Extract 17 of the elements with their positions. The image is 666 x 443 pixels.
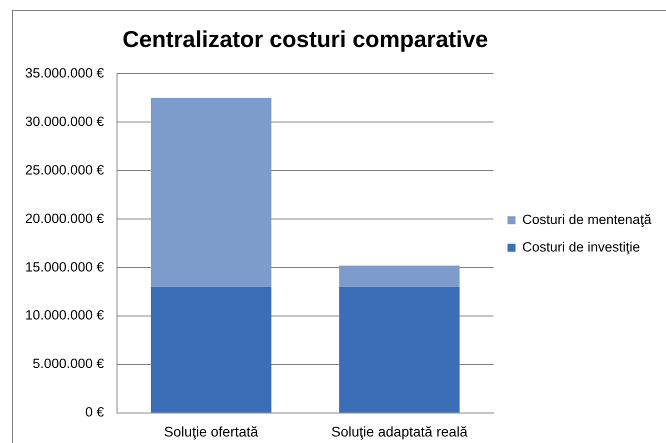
chart-title: Centralizator costuri comparative [122,26,488,52]
bar [150,98,272,287]
x-tick-label: Soluţie adaptată reală [331,423,468,440]
legend-label: Costuri de mentenaţă [522,212,652,227]
y-tick-label: 35.000.000 € [25,65,104,80]
y-tick-label: 5.000.000 € [32,356,104,372]
y-tick-label: 0 € [85,404,104,420]
y-tick-label: 25.000.000 € [25,162,104,178]
y-tick-label: 15.000.000 € [25,259,104,274]
y-tick-label: 10.000.000 € [25,308,104,323]
bar [339,286,460,412]
x-tick-label: Soluţie ofertată [164,423,258,440]
legend-label: Costuri de investiţie [522,239,640,254]
bar [339,266,460,287]
y-tick-label: 20.000.000 € [25,210,104,226]
bar [150,286,272,412]
y-tick-label: 30.000.000 € [25,114,104,129]
